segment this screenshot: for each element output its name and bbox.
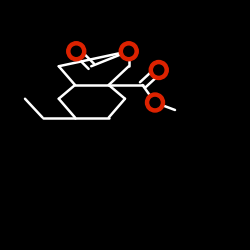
Circle shape: [67, 42, 86, 61]
Circle shape: [119, 42, 138, 61]
Circle shape: [71, 46, 81, 56]
Circle shape: [149, 60, 168, 80]
Circle shape: [150, 98, 160, 108]
Circle shape: [146, 93, 165, 112]
Circle shape: [154, 65, 164, 75]
Circle shape: [124, 46, 134, 56]
